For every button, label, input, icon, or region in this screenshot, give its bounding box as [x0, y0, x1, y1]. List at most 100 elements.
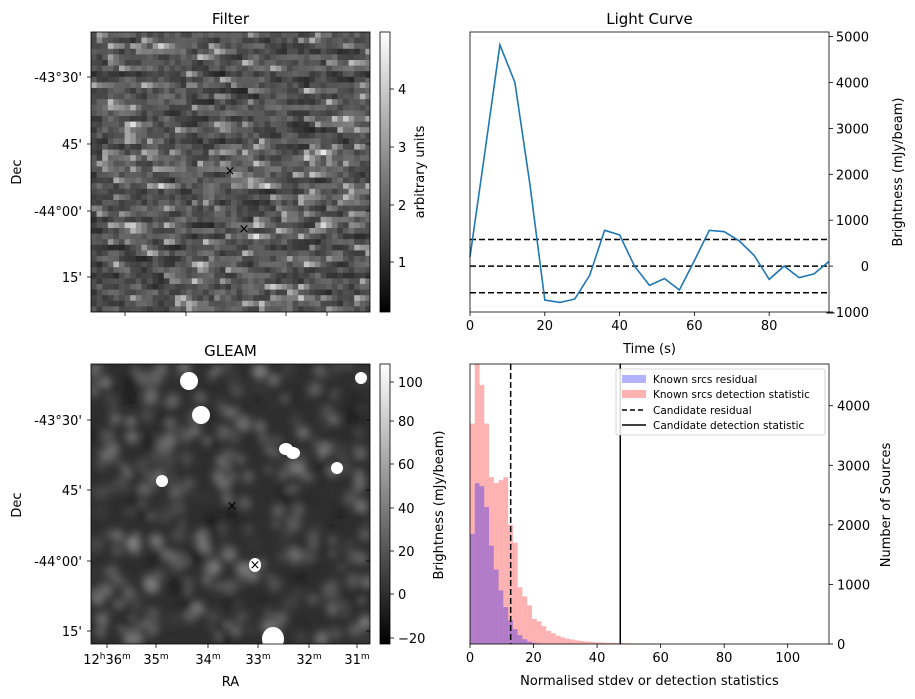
histogram-ylabel: Number of Sources	[879, 443, 894, 568]
gleam-sources	[156, 372, 367, 644]
histogram-panel: 0 20 40 60 80 100 0 1000 2000 3000 4000 Normalise…	[466, 363, 894, 689]
filter-reference-marker: ×	[239, 222, 250, 237]
residual-bar	[512, 629, 518, 644]
detection-bar	[474, 364, 480, 644]
detection-bar	[612, 643, 618, 644]
lightcurve-xtick-label: 60	[686, 319, 703, 334]
lightcurve-ytick-label: −1000	[825, 306, 869, 321]
detection-bar	[560, 637, 566, 644]
histogram-xtick-label: 100	[775, 651, 800, 666]
residual-bar	[470, 533, 475, 644]
detection-bar	[608, 642, 613, 644]
residual-bar	[522, 639, 528, 644]
gleam-xtick: 33m	[245, 652, 270, 668]
lightcurve-xtick-label: 80	[761, 319, 778, 334]
detection-bar	[570, 639, 575, 644]
detection-bar	[565, 638, 571, 644]
histogram-xtick-label: 40	[589, 651, 606, 666]
residual-bar	[508, 620, 513, 644]
histogram-ytick-label: 0	[837, 638, 845, 653]
gleam-ytick: -44°00'	[34, 555, 82, 570]
gleam-source	[262, 627, 284, 644]
detection-bar	[551, 633, 556, 644]
legend-box	[615, 368, 826, 436]
filter-panel: Filter Dec -43°30' 45' -44°00' 15' × × 1…	[10, 10, 428, 316]
filter-colorbar-ticks	[390, 88, 394, 263]
detection-bar	[536, 621, 542, 644]
legend-label: Known srcs detection statistic	[653, 389, 810, 401]
gleam-title: GLEAM	[204, 342, 257, 360]
lightcurve-ylabel: Brightness (mJy/beam)	[891, 98, 906, 247]
gleam-source	[355, 372, 367, 384]
detection-bar	[522, 596, 528, 644]
filter-cb-tick: 4	[398, 83, 406, 98]
gleam-source	[249, 558, 261, 572]
light-curve-panel: Light Curve 0 20 40 60 80 −1000 0 1000 2000 3000…	[466, 10, 906, 357]
filter-cb-tick: 1	[398, 256, 406, 271]
filter-cb-label: arbitrary units	[413, 125, 428, 218]
lightcurve-ytick-label: 0	[861, 260, 869, 275]
residual-bar	[479, 486, 485, 644]
residual-bar	[517, 635, 523, 644]
lightcurve-xtick-label: 20	[537, 319, 554, 334]
filter-title: Filter	[212, 10, 250, 28]
gleam-source	[192, 406, 210, 424]
detection-bar	[498, 480, 504, 644]
histogram-frame	[469, 363, 830, 645]
gleam-ylabel: Dec	[10, 492, 25, 517]
gleam-colorbar-ticks	[390, 381, 394, 639]
histogram-ytick-label: 3000	[837, 459, 870, 474]
histogram-ytick-label: 2000	[837, 519, 870, 534]
gleam-frame	[90, 363, 371, 645]
histogram-legend: Known srcs residual Known srcs detection…	[615, 368, 826, 436]
filter-candidate-marker: ×	[225, 164, 236, 179]
gleam-xtick: 31m	[344, 652, 369, 668]
lightcurve-threshold-lines	[470, 238, 829, 294]
lightcurve-ytick-label: 3000	[836, 122, 869, 137]
histogram-xtick-label: 60	[652, 651, 669, 666]
residual-bar	[503, 607, 509, 644]
legend-label: Known srcs residual	[653, 374, 757, 386]
filter-ytick: -44°00'	[34, 205, 82, 220]
gleam-cb-tick: 100	[398, 376, 423, 391]
gleam-cb-tick: 40	[398, 502, 415, 517]
histogram-xtick-label: 0	[466, 651, 474, 666]
detection-bar	[531, 618, 537, 644]
detection-bar	[593, 642, 599, 644]
detection-bar	[484, 423, 490, 644]
gleam-candidate-marker: ×	[227, 499, 238, 514]
histogram-ytick-label: 4000	[837, 400, 870, 415]
lightcurve-xtick-label: 40	[611, 319, 628, 334]
lightcurve-xlabel: Time (s)	[622, 342, 676, 357]
filter-ytick: -43°30'	[34, 71, 82, 86]
legend-label: Candidate residual	[653, 405, 752, 417]
detection-bar	[489, 477, 494, 644]
legend-label: Candidate detection statistic	[653, 420, 805, 432]
legend-swatch-detection	[622, 390, 646, 398]
filter-colorbar	[379, 31, 391, 313]
detection-bar	[479, 384, 485, 644]
filter-cb-tick: 3	[398, 141, 406, 156]
gleam-source	[331, 462, 343, 474]
gleam-xtick: 34m	[195, 652, 220, 668]
detection-bar	[584, 641, 590, 644]
lightcurve-points	[469, 44, 830, 303]
filter-axis-ticks	[87, 76, 370, 316]
detection-bar	[503, 477, 509, 644]
residual-bar	[474, 483, 480, 644]
lightcurve-xtick-label: 0	[466, 319, 474, 334]
detection-bar	[493, 483, 499, 644]
filter-ylabel: Dec	[10, 159, 25, 184]
histogram-xtick-label: 20	[525, 651, 542, 666]
lightcurve-ytick-label: 1000	[836, 214, 869, 229]
residual-bar	[531, 642, 537, 644]
filter-cb-tick: 2	[398, 199, 406, 214]
filter-image	[91, 32, 370, 312]
lightcurve-series-line	[469, 41, 830, 304]
detection-bar	[589, 641, 594, 644]
lightcurve-title: Light Curve	[606, 10, 692, 28]
gleam-cb-tick: 0	[398, 588, 406, 603]
residual-bar	[493, 569, 499, 644]
detection-bar	[603, 642, 609, 644]
